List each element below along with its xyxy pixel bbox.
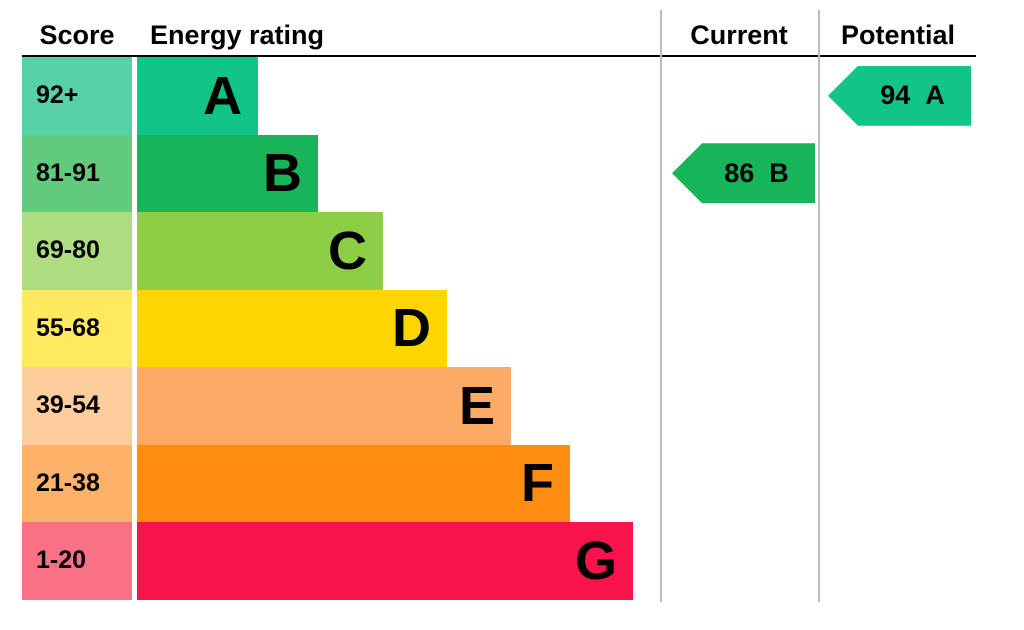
- current-rating-value: 86: [724, 157, 755, 188]
- band-letter-b: B: [263, 143, 302, 204]
- current-rating-arrow: 86 B: [672, 143, 815, 204]
- potential-header: Potential: [840, 20, 955, 50]
- current-header: Current: [690, 20, 788, 50]
- score-range-a: 92+: [22, 57, 132, 135]
- band-letter-d: D: [392, 298, 431, 359]
- score-range-g: 1-20: [22, 522, 132, 600]
- rating-bar-d: D: [137, 289, 447, 367]
- rating-bar-g: G: [137, 522, 633, 600]
- rating-band-row-e: 39-54 E: [22, 367, 511, 445]
- rating-bar-c: C: [137, 212, 383, 290]
- potential-rating-value: 94: [880, 80, 911, 111]
- current-rating-letter: B: [769, 157, 789, 188]
- rating-band-row-g: 1-20 G: [22, 522, 633, 600]
- score-range-c: 69-80: [22, 212, 132, 290]
- potential-rating-letter: A: [925, 80, 945, 111]
- header-underline: [22, 55, 976, 57]
- band-letter-c: C: [328, 220, 367, 281]
- band-letter-e: E: [458, 375, 495, 436]
- score-header: Score: [39, 20, 115, 50]
- rating-bar-f: F: [137, 444, 570, 522]
- rating-band-row-c: 69-80 C: [22, 212, 383, 290]
- band-letter-f: F: [521, 453, 554, 514]
- rating-bar-a: A: [137, 57, 258, 135]
- potential-rating-arrow: 94 A: [828, 65, 971, 126]
- score-range-e: 39-54: [22, 367, 132, 445]
- band-letter-g: G: [574, 530, 617, 591]
- rating-bar-b: B: [137, 134, 318, 212]
- energy-rating-header: Energy rating: [150, 20, 325, 50]
- rating-band-row-d: 55-68 D: [22, 289, 447, 367]
- rating-band-row-f: 21-38 F: [22, 444, 570, 522]
- rating-bar-e: E: [137, 367, 511, 445]
- rating-band-row-a: 92+ A: [22, 57, 258, 135]
- score-range-b: 81-91: [22, 134, 132, 212]
- potential-column-divider: [818, 10, 820, 602]
- score-range-f: 21-38: [22, 444, 132, 522]
- current-column-divider: [660, 10, 662, 602]
- band-letter-a: A: [203, 65, 242, 126]
- score-range-d: 55-68: [22, 289, 132, 367]
- rating-band-row-b: 81-91 B: [22, 134, 318, 212]
